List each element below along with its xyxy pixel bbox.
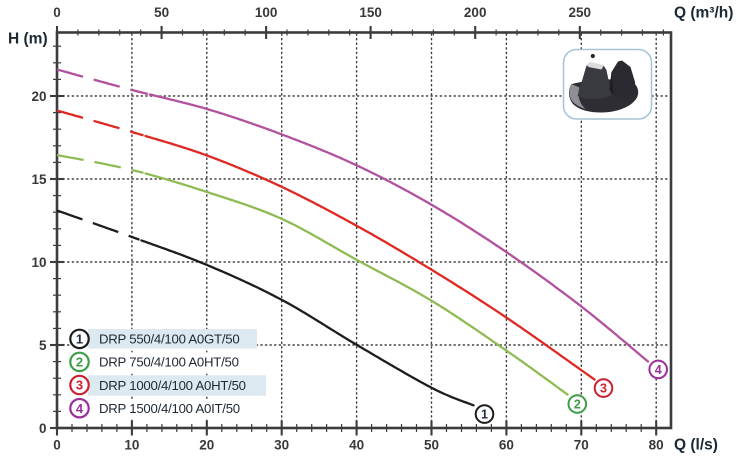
svg-text:250: 250 [569,5,592,20]
svg-text:4: 4 [76,401,84,416]
svg-text:50: 50 [424,438,439,453]
svg-text:Q (m³/h): Q (m³/h) [674,5,733,22]
svg-text:30: 30 [274,438,289,453]
svg-text:200: 200 [464,5,487,20]
svg-text:DRP 1000/4/100 A0HT/50: DRP 1000/4/100 A0HT/50 [99,378,246,393]
svg-text:3: 3 [76,378,83,393]
svg-text:1: 1 [481,408,488,422]
svg-text:70: 70 [574,438,589,453]
svg-text:0: 0 [39,421,47,436]
svg-text:150: 150 [359,5,382,20]
svg-text:DRP 550/4/100 A0GT/50: DRP 550/4/100 A0GT/50 [99,332,239,347]
svg-text:100: 100 [255,5,278,20]
svg-text:DRP 750/4/100 A0HT/50: DRP 750/4/100 A0HT/50 [99,355,239,370]
svg-text:2: 2 [76,355,83,370]
svg-text:H (m): H (m) [8,31,48,48]
svg-text:2: 2 [574,397,581,411]
svg-text:5: 5 [39,338,47,353]
svg-text:3: 3 [600,382,607,396]
svg-text:15: 15 [31,172,47,187]
svg-text:20: 20 [199,438,214,453]
svg-text:10: 10 [124,438,139,453]
svg-text:DRP 1500/4/100 A0IT/50: DRP 1500/4/100 A0IT/50 [99,401,240,416]
svg-text:10: 10 [31,255,46,270]
svg-text:1: 1 [76,332,83,347]
svg-text:4: 4 [655,363,662,377]
svg-text:0: 0 [53,5,61,20]
svg-text:20: 20 [31,89,46,104]
svg-text:60: 60 [499,438,514,453]
svg-text:Q (l/s): Q (l/s) [674,437,718,454]
svg-text:0: 0 [53,438,61,453]
svg-text:40: 40 [349,438,364,453]
svg-text:80: 80 [649,438,664,453]
svg-text:50: 50 [154,5,169,20]
